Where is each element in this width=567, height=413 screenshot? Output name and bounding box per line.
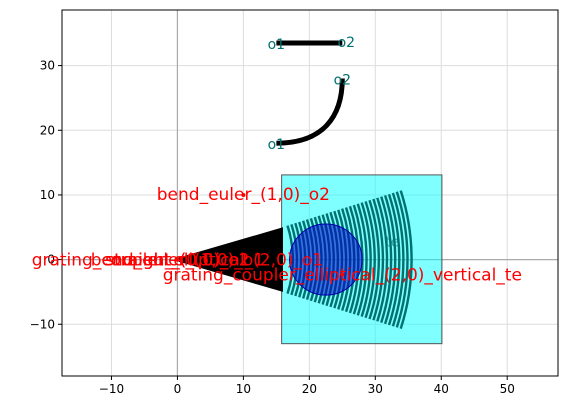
annotation-label: grating_coupler_elliptical_(2,0)_vertica… <box>163 265 522 285</box>
y-tick-label: −10 <box>30 317 55 331</box>
straight-port-o1-label: o1 <box>268 37 285 53</box>
y-tick-label: 0 <box>47 253 55 267</box>
y-tick-label: 30 <box>40 59 55 73</box>
annotation-marker <box>175 257 180 262</box>
grating-tooth <box>399 190 413 330</box>
annotation-marker <box>241 192 246 197</box>
x-tick-label: −10 <box>99 382 124 396</box>
annotation-marker <box>340 272 345 277</box>
y-tick-label: 20 <box>40 123 55 137</box>
grating-tooth <box>395 191 409 328</box>
straight-port-o2-label: o2 <box>338 35 355 51</box>
x-tick-label: 10 <box>236 382 251 396</box>
y-tick-label: 10 <box>40 188 55 202</box>
grating-tooth <box>368 199 380 320</box>
grating-tooth <box>383 195 397 325</box>
bend-port-o1-label: o1 <box>268 137 285 153</box>
fiber-circle <box>289 223 363 296</box>
annotation-label: straight_(0,0)_o2 <box>105 251 249 271</box>
grating-tooth <box>380 196 393 323</box>
grating-tooth <box>364 201 376 319</box>
x-tick-label: 40 <box>434 382 449 396</box>
bend-euler <box>276 78 345 146</box>
x-tick-label: 30 <box>368 382 383 396</box>
x-tick-label: 20 <box>302 382 317 396</box>
grating-tooth <box>372 198 385 321</box>
grating-tooth <box>391 192 405 327</box>
grating-tooth <box>360 202 372 317</box>
grating-tooth <box>387 193 401 326</box>
bend-port-o2-label: o2 <box>334 73 351 89</box>
x-tick-label: 0 <box>174 382 182 396</box>
grating-tooth <box>356 203 368 316</box>
annotation-label: bend_euler_(1,0)_o2 <box>157 185 330 205</box>
axis-ticks: −10 0 10 20 30 40 50 −10 0 10 20 30 <box>30 59 515 396</box>
plot-frame <box>61 9 559 377</box>
x-tick-label: 50 <box>500 382 515 396</box>
grating-tooth <box>376 197 389 322</box>
te-label: te <box>385 235 399 251</box>
grating-taper <box>177 227 283 292</box>
annotations: bend_euler_(1,0)_o2 grating_coupler_ellip… <box>32 185 522 286</box>
port-labels: o1 o2 o1 o2 te <box>268 35 400 251</box>
layout-shapes <box>177 40 443 345</box>
